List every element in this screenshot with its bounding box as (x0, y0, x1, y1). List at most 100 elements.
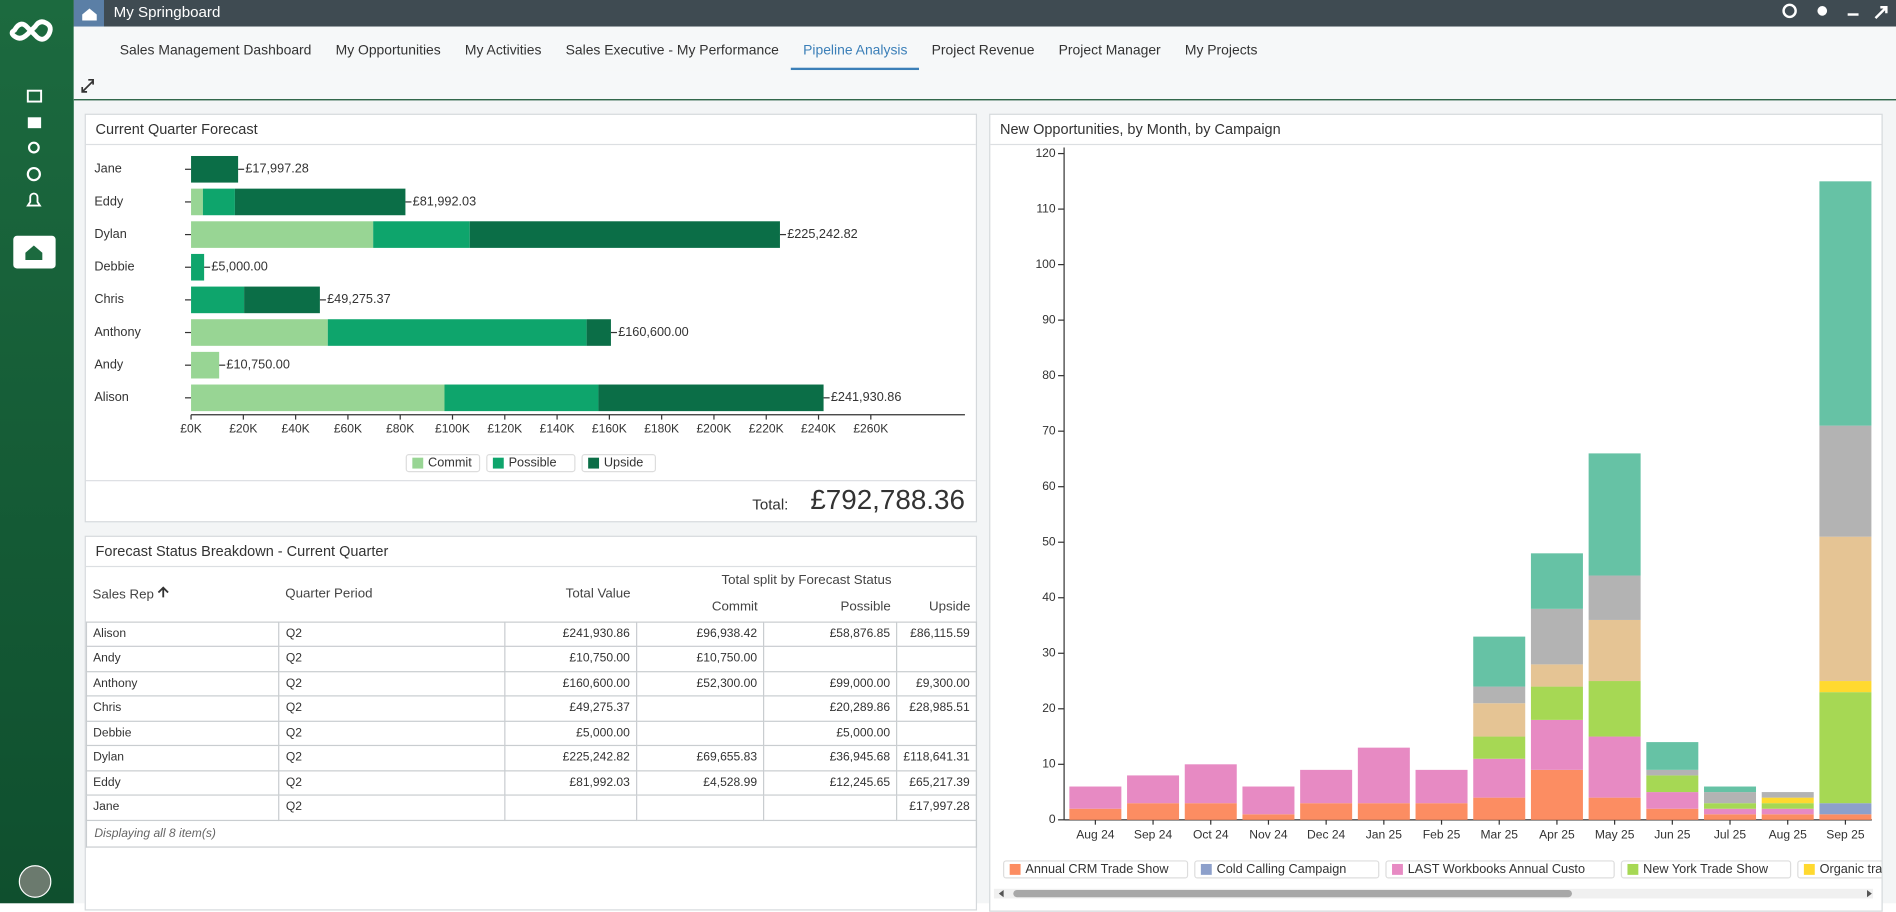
table-cell: £160,600.00 (503, 670, 638, 697)
table-cell: £225,242.82 (503, 744, 638, 771)
table-cell: £10,750.00 (635, 645, 765, 672)
table-cell: Q2 (278, 720, 506, 747)
table-footer: Displaying all 8 item(s) (85, 820, 978, 848)
tab[interactable]: Project Manager (1058, 43, 1161, 59)
table-cell: Debbie (85, 720, 280, 747)
expand-icon[interactable] (1874, 6, 1888, 19)
nav-icon[interactable] (26, 166, 41, 182)
table-cell: Q2 (278, 645, 506, 672)
table-cell: £5,000.00 (763, 720, 898, 747)
table-cell: £86,115.59 (896, 620, 978, 647)
tab[interactable]: Project Revenue (931, 43, 1035, 59)
breakdown-panel: Forecast Status Breakdown - Current Quar… (84, 535, 978, 911)
nav-icon[interactable] (26, 192, 42, 207)
column-header[interactable]: Upside (928, 600, 971, 615)
table-row: Debbie Q2 £5,000.00 £5,000.00 (85, 720, 978, 747)
table-row: Anthony Q2 £160,600.00 £52,300.00 £99,000.00… (85, 670, 978, 697)
table-row: Eddy Q2 £81,992.03 £4,528.99 £12,245.65 £65,2… (85, 769, 978, 796)
table-cell: Q2 (278, 769, 506, 796)
table-cell (763, 794, 898, 821)
table-cell: £58,876.85 (763, 620, 898, 647)
table-cell (635, 695, 765, 722)
divider (85, 480, 976, 482)
sidebar (0, 0, 74, 904)
tab[interactable]: Pipeline Analysis (791, 27, 920, 71)
table-cell: £241,930.86 (503, 620, 638, 647)
column-header[interactable]: Sales Rep (86, 567, 279, 621)
table-cell: £52,300.00 (635, 670, 765, 697)
tab[interactable]: Sales Management Dashboard (119, 43, 312, 59)
table-row: Andy Q2 £10,750.00 £10,750.00 (85, 645, 978, 672)
table-cell: Q2 (278, 620, 506, 647)
table-cell: £65,217.39 (896, 769, 978, 796)
nav-icon[interactable] (27, 117, 42, 129)
panel-title: New Opportunities, by Month, by Campaign (990, 115, 1882, 146)
table-row: Chris Q2 £49,275.37 £20,289.86 £28,985.51 (85, 695, 978, 722)
table-cell: £28,985.51 (896, 695, 978, 722)
top-bar: My Springboard (73, 0, 1896, 27)
home-tab[interactable] (73, 0, 110, 27)
table-cell: Andy (85, 645, 280, 672)
tab[interactable]: My Activities (464, 43, 542, 59)
table-cell (896, 645, 978, 672)
app-title: My Springboard (113, 3, 221, 21)
logo (9, 19, 53, 42)
header-text: Sales Rep (92, 587, 154, 602)
table-cell: Anthony (85, 670, 280, 697)
table-cell: £9,300.00 (896, 670, 978, 697)
table-cell: £17,997.28 (896, 794, 978, 821)
column-header[interactable]: Commit (711, 600, 758, 615)
table-row: Alison Q2 £241,930.86 £96,938.42 £58,876.85 £… (85, 620, 978, 647)
table-cell: £4,528.99 (635, 769, 765, 796)
nav-icon[interactable] (27, 141, 40, 154)
table-cell: £12,245.65 (763, 769, 898, 796)
table-cell: Jane (85, 794, 280, 821)
table-cell: Q2 (278, 744, 506, 771)
table-cell: Q2 (278, 695, 506, 722)
toolbar (73, 70, 1896, 101)
group-header: Total split by Forecast Status (721, 573, 892, 588)
table-cell: £96,938.42 (635, 620, 765, 647)
table-cell (635, 720, 765, 747)
table-cell: Q2 (278, 794, 506, 821)
table-cell: £36,945.68 (763, 744, 898, 771)
table-cell (503, 794, 638, 821)
window-controls (1782, 3, 1888, 19)
table-cell: Q2 (278, 670, 506, 697)
forecast-panel: Current Quarter Forecast (84, 113, 978, 523)
settings-icon[interactable] (1817, 6, 1828, 16)
table-cell: Eddy (85, 769, 280, 796)
minimize-icon[interactable] (1847, 13, 1859, 16)
table-cell (635, 794, 765, 821)
table-cell: £49,275.37 (503, 695, 638, 722)
avatar[interactable] (18, 865, 52, 898)
table-cell: £118,641.31 (896, 744, 978, 771)
table-cell: £81,992.03 (503, 769, 638, 796)
breakdown-table: Sales Rep Quarter Period Total Value Tot… (85, 567, 978, 821)
table-cell: £5,000.00 (503, 720, 638, 747)
table-cell: £20,289.86 (763, 695, 898, 722)
column-header[interactable]: Possible (840, 600, 891, 615)
tab-bar: Sales Management Dashboard My Opportuniti… (73, 26, 1896, 71)
column-header[interactable]: Total Value (565, 586, 631, 602)
refresh-icon[interactable] (1782, 3, 1797, 19)
tab[interactable]: My Opportunities (335, 43, 441, 59)
tab[interactable]: Sales Executive - My Performance (565, 43, 779, 59)
table-row: Jane Q2 £17,997.28 (85, 794, 978, 821)
tab[interactable]: My Projects (1184, 43, 1258, 59)
table-cell (763, 645, 898, 672)
column-header[interactable]: Quarter Period (285, 586, 373, 602)
table-cell: Dylan (85, 744, 280, 771)
nav-icon[interactable] (26, 89, 43, 103)
table-cell: Chris (85, 695, 280, 722)
panel-title: Current Quarter Forecast (85, 115, 976, 146)
fullscreen-icon[interactable] (80, 77, 97, 94)
opportunities-panel: New Opportunities, by Month, by Campaign (989, 113, 1883, 912)
table-cell (896, 720, 978, 747)
table-cell: Alison (85, 620, 280, 647)
table-cell: £69,655.83 (635, 744, 765, 771)
table-row: Dylan Q2 £225,242.82 £69,655.83 £36,945.68 £1… (85, 744, 978, 771)
table-cell: £10,750.00 (503, 645, 638, 672)
